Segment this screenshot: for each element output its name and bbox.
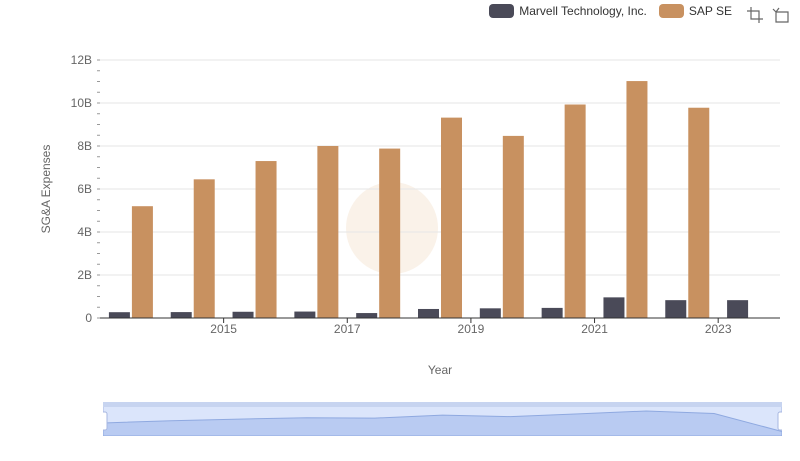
x-tick-label: 2023: [705, 322, 732, 336]
bar-marvell-2019[interactable]: [418, 308, 439, 318]
bar-sap-2019[interactable]: [441, 117, 462, 319]
y-tick-label: 2B: [77, 268, 92, 282]
zoom-icon[interactable]: [746, 6, 764, 24]
y-tick-label: 12B: [71, 53, 92, 67]
bar-marvell-2020[interactable]: [479, 308, 501, 318]
legend-label-marvell: Marvell Technology, Inc.: [519, 4, 647, 18]
x-tick-label: 2015: [210, 322, 237, 336]
y-tick-label: 10B: [71, 96, 92, 110]
bar-marvell-2015[interactable]: [170, 312, 192, 318]
legend-item-marvell[interactable]: Marvell Technology, Inc.: [489, 4, 647, 18]
bar-marvell-2021[interactable]: [541, 307, 563, 318]
x-tick-label: 2017: [334, 322, 361, 336]
y-tick-label: 0: [85, 311, 92, 325]
bar-marvell-2018[interactable]: [356, 313, 378, 318]
zoom-drag-bar[interactable]: [103, 402, 782, 407]
bar-marvell-2016[interactable]: [232, 311, 254, 318]
x-tick-label: 2021: [581, 322, 608, 336]
legend-label-sap: SAP SE: [688, 4, 732, 18]
legend-swatch-sap: [658, 4, 684, 18]
x-axis-label: Year: [428, 363, 452, 377]
bar-marvell-2022[interactable]: [603, 297, 625, 318]
bar-sap-2018[interactable]: [379, 148, 401, 318]
y-axis-ticks: 0 2B 4B 6B 8B 10B 12B: [71, 53, 100, 325]
bar-sap-2022[interactable]: [626, 81, 648, 318]
bar-marvell-2017[interactable]: [294, 311, 316, 318]
data-zoom-slider[interactable]: [103, 402, 782, 436]
bar-sap-2023[interactable]: [688, 107, 710, 318]
zoom-preview-area: [103, 410, 782, 436]
bar-sap-2020[interactable]: [502, 135, 524, 318]
bar-sap-2014[interactable]: [131, 206, 153, 318]
zoom-handle-right[interactable]: [777, 411, 782, 431]
x-tick-label: 2019: [458, 322, 485, 336]
bar-sap-2021[interactable]: [564, 104, 586, 318]
y-tick-label: 4B: [77, 225, 92, 239]
bar-sap-2015[interactable]: [193, 179, 215, 318]
bar-marvell-2014[interactable]: [108, 312, 130, 318]
x-axis-ticks: 2015 2017 2019 2021 2023: [210, 318, 732, 336]
y-axis-label: SG&A Expenses: [39, 145, 53, 234]
restore-icon[interactable]: [772, 6, 790, 24]
bars: [108, 81, 749, 319]
legend-item-sap[interactable]: SAP SE: [658, 4, 732, 18]
bar-sap-2017[interactable]: [317, 146, 339, 318]
y-tick-label: 8B: [77, 139, 92, 153]
bar-marvell-2023[interactable]: [665, 300, 687, 318]
bar-sap-2016[interactable]: [255, 161, 277, 318]
legend-swatch-marvell: [489, 4, 515, 18]
bar-marvell-2024[interactable]: [727, 300, 749, 318]
y-tick-label: 6B: [77, 182, 92, 196]
legend: Marvell Technology, Inc. SAP SE: [489, 4, 732, 18]
zoom-handle-left[interactable]: [103, 411, 108, 431]
toolbox: [746, 6, 790, 24]
